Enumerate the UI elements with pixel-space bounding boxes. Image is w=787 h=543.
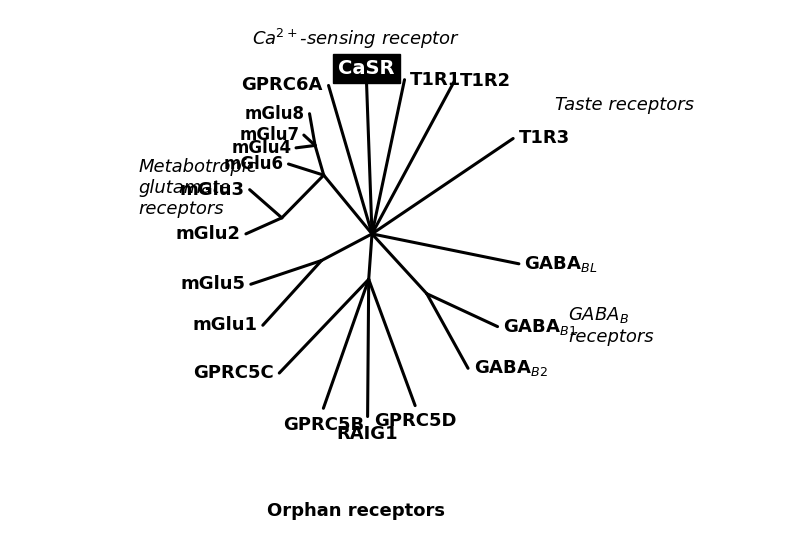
Text: Ca$^{2+}$-sensing receptor: Ca$^{2+}$-sensing receptor xyxy=(252,27,460,51)
Text: T1R2: T1R2 xyxy=(460,72,511,91)
Text: GABA$_B$
receptors: GABA$_B$ receptors xyxy=(568,305,654,346)
Text: mGlu7: mGlu7 xyxy=(239,126,299,144)
Text: GABA$_{B2}$: GABA$_{B2}$ xyxy=(474,358,548,378)
Text: RAIG1: RAIG1 xyxy=(337,425,398,443)
Text: CaSR: CaSR xyxy=(338,59,395,78)
Text: GPRC5B: GPRC5B xyxy=(283,416,364,434)
Text: mGlu1: mGlu1 xyxy=(192,316,257,334)
Text: T1R3: T1R3 xyxy=(519,129,570,148)
Text: mGlu2: mGlu2 xyxy=(176,225,240,243)
Text: GPRC6A: GPRC6A xyxy=(242,77,323,94)
Text: mGlu3: mGlu3 xyxy=(179,181,244,199)
Text: Orphan receptors: Orphan receptors xyxy=(267,502,445,520)
Text: GPRC5D: GPRC5D xyxy=(374,412,456,430)
Text: mGlu5: mGlu5 xyxy=(180,275,246,293)
Text: mGlu4: mGlu4 xyxy=(231,139,291,157)
Text: Taste receptors: Taste receptors xyxy=(555,96,693,114)
Text: mGlu6: mGlu6 xyxy=(224,155,284,173)
Text: mGlu8: mGlu8 xyxy=(245,105,305,123)
Text: Metabotropic
glutamate
receptors: Metabotropic glutamate receptors xyxy=(139,159,257,218)
Text: GPRC5C: GPRC5C xyxy=(193,364,274,382)
Text: GABA$_{BL}$: GABA$_{BL}$ xyxy=(524,254,598,274)
Text: T1R1: T1R1 xyxy=(410,71,461,89)
Text: GABA$_{B1}$: GABA$_{B1}$ xyxy=(503,317,577,337)
